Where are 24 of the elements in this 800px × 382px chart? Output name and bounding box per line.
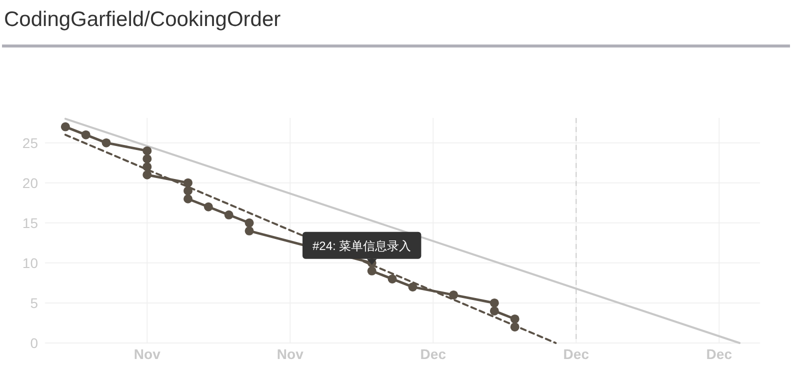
point (142, 154, 152, 164)
point (388, 274, 397, 284)
point (510, 322, 520, 332)
point (204, 202, 213, 212)
point (449, 290, 458, 300)
point (142, 162, 152, 172)
point (142, 170, 152, 180)
point (102, 138, 111, 148)
point (184, 178, 192, 188)
point (490, 306, 499, 316)
point (184, 186, 192, 196)
point (244, 226, 254, 236)
point (510, 314, 520, 324)
title: CodingGarfield/CookingOrder (4, 8, 281, 31)
annotation: #24: 菜单信息录入 (312, 238, 412, 253)
point (142, 146, 152, 156)
point (81, 130, 90, 140)
point (367, 266, 376, 276)
point (224, 210, 234, 220)
point (408, 282, 418, 292)
point (184, 194, 192, 204)
point (244, 218, 254, 228)
point (60, 122, 70, 132)
point (490, 298, 499, 308)
